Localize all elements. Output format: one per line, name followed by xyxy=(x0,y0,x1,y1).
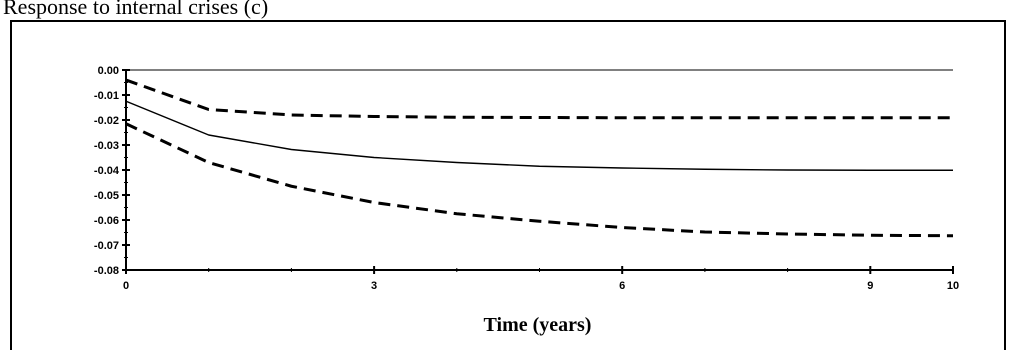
y-tick-label: -0.03 xyxy=(94,140,119,152)
upper-confidence-band xyxy=(125,78,953,120)
x-tick-label: 9 xyxy=(867,280,873,292)
impulse-response-line xyxy=(125,100,953,171)
line-chart: 0.00 -0.01 -0.02 -0.03 -0.04 -0.05 -0.06 -0.07 -… xyxy=(94,65,959,336)
x-tick-label: 3 xyxy=(371,280,377,292)
x-tick-label: 0 xyxy=(123,280,129,292)
x-axis-label: Time (years) xyxy=(484,314,592,336)
chart-axes: 0.00 -0.01 -0.02 -0.03 -0.04 -0.05 -0.06 -0.07 -… xyxy=(94,65,959,292)
y-tick-label: -0.04 xyxy=(94,165,120,177)
lower-confidence-band xyxy=(125,122,954,238)
chart-frame xyxy=(10,20,1006,350)
y-tick-label: -0.07 xyxy=(94,240,119,252)
y-tick-label: -0.06 xyxy=(94,215,119,227)
y-tick-label: -0.08 xyxy=(94,265,119,277)
x-tick-label: 6 xyxy=(619,280,625,292)
chart-series xyxy=(125,78,954,238)
figure-caption: Response to internal crises (c) xyxy=(3,0,269,19)
x-tick-label: 10 xyxy=(947,280,959,292)
y-tick-label: -0.02 xyxy=(94,115,119,127)
y-tick-label: -0.05 xyxy=(94,190,119,202)
y-tick-label: -0.01 xyxy=(94,90,119,102)
y-tick-label: 0.00 xyxy=(98,65,119,77)
